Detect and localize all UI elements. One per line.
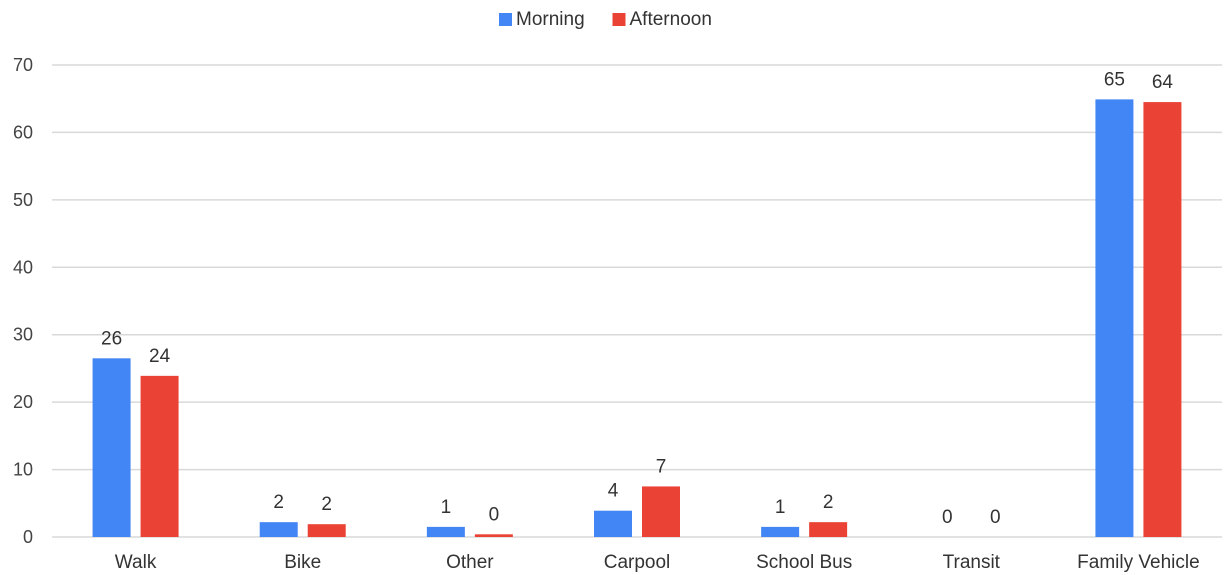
- y-axis-tick-labels: 0 10 20 30 40 50 60 70: [13, 55, 33, 547]
- category-label: Family Vehicle: [1077, 552, 1200, 573]
- y-tick-label: 50: [13, 190, 33, 210]
- data-label: 0: [489, 504, 500, 525]
- data-label: 4: [608, 481, 619, 502]
- category-label: Walk: [115, 552, 157, 573]
- legend-swatch-morning: [499, 13, 512, 26]
- bar-afternoon-other: [474, 534, 513, 537]
- x-axis-category-labels: Walk Bike Other Carpool School Bus Transit Fam…: [115, 552, 1200, 573]
- data-label: 7: [656, 456, 667, 477]
- bar-afternoon-walk: [140, 375, 179, 537]
- bar-afternoon-carpool: [642, 486, 680, 537]
- gridlines: [52, 64, 1222, 538]
- y-tick-label: 60: [13, 122, 33, 142]
- legend: Morning Afternoon: [499, 9, 712, 30]
- data-label: 1: [441, 497, 452, 518]
- legend-swatch-afternoon: [612, 13, 626, 26]
- bar-afternoon-school-bus: [809, 522, 848, 537]
- data-label: 24: [149, 346, 171, 367]
- y-tick-label: 20: [13, 392, 33, 412]
- data-label: 26: [101, 328, 122, 349]
- data-label: 2: [321, 494, 332, 515]
- data-label: 2: [823, 492, 834, 513]
- bar-morning-school-bus: [761, 526, 800, 537]
- bar-morning-walk: [92, 358, 131, 537]
- category-label: Bike: [284, 552, 321, 573]
- y-tick-label: 70: [13, 55, 33, 75]
- category-label: Transit: [943, 552, 1001, 573]
- category-label: Other: [446, 552, 494, 573]
- y-tick-label: 10: [13, 460, 33, 480]
- bar-afternoon-bike: [307, 524, 346, 537]
- data-label: 64: [1152, 72, 1174, 93]
- bars: [92, 99, 1182, 537]
- legend-label-morning: Morning: [516, 9, 585, 30]
- y-tick-label: 30: [13, 325, 33, 345]
- bar-afternoon-family-vehicle: [1143, 102, 1182, 537]
- y-tick-label: 40: [13, 257, 33, 277]
- category-label: Carpool: [604, 552, 671, 573]
- bar-morning-family-vehicle: [1095, 99, 1134, 537]
- bar-morning-bike: [259, 522, 298, 537]
- data-label: 0: [942, 507, 953, 528]
- bar-morning-carpool: [594, 510, 632, 537]
- data-label: 65: [1104, 69, 1125, 90]
- bar-morning-other: [426, 526, 465, 537]
- category-label: School Bus: [756, 552, 852, 573]
- y-tick-label: 0: [23, 527, 33, 547]
- legend-label-afternoon: Afternoon: [630, 9, 712, 30]
- data-label: 0: [990, 507, 1001, 528]
- data-label: 1: [775, 497, 786, 518]
- data-label: 2: [273, 492, 284, 513]
